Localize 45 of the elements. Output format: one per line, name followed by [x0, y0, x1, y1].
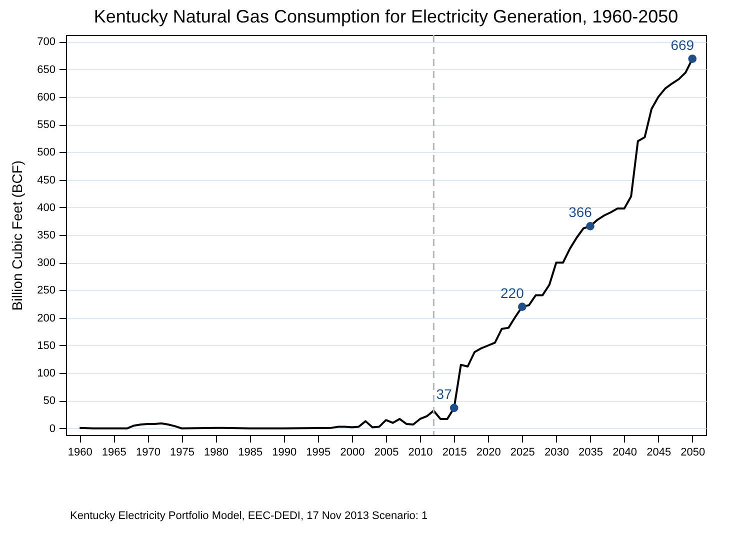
- point: [586, 222, 594, 230]
- data-label: 366: [568, 204, 592, 220]
- x-tick-label: 2045: [646, 446, 672, 458]
- x-tick-label: 2050: [680, 446, 706, 458]
- x-tick-label: 1965: [102, 446, 126, 458]
- x-tick-label: 2035: [578, 446, 603, 458]
- data-label: 37: [436, 386, 452, 402]
- data-label: 220: [500, 284, 524, 301]
- y-tick-label: 100: [37, 368, 56, 380]
- x-tick-label: 1975: [170, 446, 194, 458]
- x-tick-label: 2020: [476, 446, 501, 458]
- x-tick-label: 2040: [612, 446, 638, 458]
- x-tick-label: 1960: [68, 446, 92, 458]
- y-tick-label: 700: [37, 36, 56, 48]
- y-tick-label: 350: [37, 230, 56, 242]
- x-tick-label: 2015: [442, 446, 467, 458]
- y-tick-label: 200: [37, 312, 56, 324]
- y-tick-label: 300: [37, 257, 56, 270]
- y-tick-label: 150: [37, 340, 56, 352]
- x-tick-label: 2025: [510, 446, 535, 458]
- x-tick-label: 1980: [204, 446, 229, 458]
- y-tick-label: 650: [37, 64, 56, 76]
- x-tick-label: 1995: [306, 446, 331, 458]
- x-tick-label: 2000: [340, 446, 365, 458]
- point: [450, 404, 458, 412]
- y-axis-title: Billion Cubic Feet (BCF): [9, 160, 26, 311]
- chart-title: Kentucky Natural Gas Consumption for Electricity Generation, 1960-2050: [94, 6, 678, 26]
- y-tick-label: 50: [43, 395, 56, 408]
- y-tick-label: 400: [37, 202, 56, 214]
- x-tick-label: 1985: [238, 446, 263, 458]
- x-tick-label: 2005: [374, 446, 399, 458]
- y-tick-label: 550: [37, 119, 56, 132]
- point: [518, 302, 526, 311]
- x-tick-label: 1970: [136, 446, 160, 458]
- y-tick-label: 450: [37, 174, 56, 186]
- point: [688, 54, 697, 63]
- x-tick-label: 2010: [408, 446, 433, 458]
- y-tick-label: 500: [37, 146, 56, 159]
- y-tick-label: 0: [49, 422, 56, 435]
- data-label: 669: [670, 36, 694, 53]
- y-tick-label: 250: [37, 284, 56, 297]
- y-tick-label: 600: [37, 91, 56, 104]
- x-tick-label: 1990: [272, 446, 297, 458]
- text: Kentucky Electricity Portfolio Model, EEC-DEDI, 17 Nov 2013 Scenario: 1: [70, 510, 428, 522]
- x-tick-label: 2030: [544, 446, 569, 458]
